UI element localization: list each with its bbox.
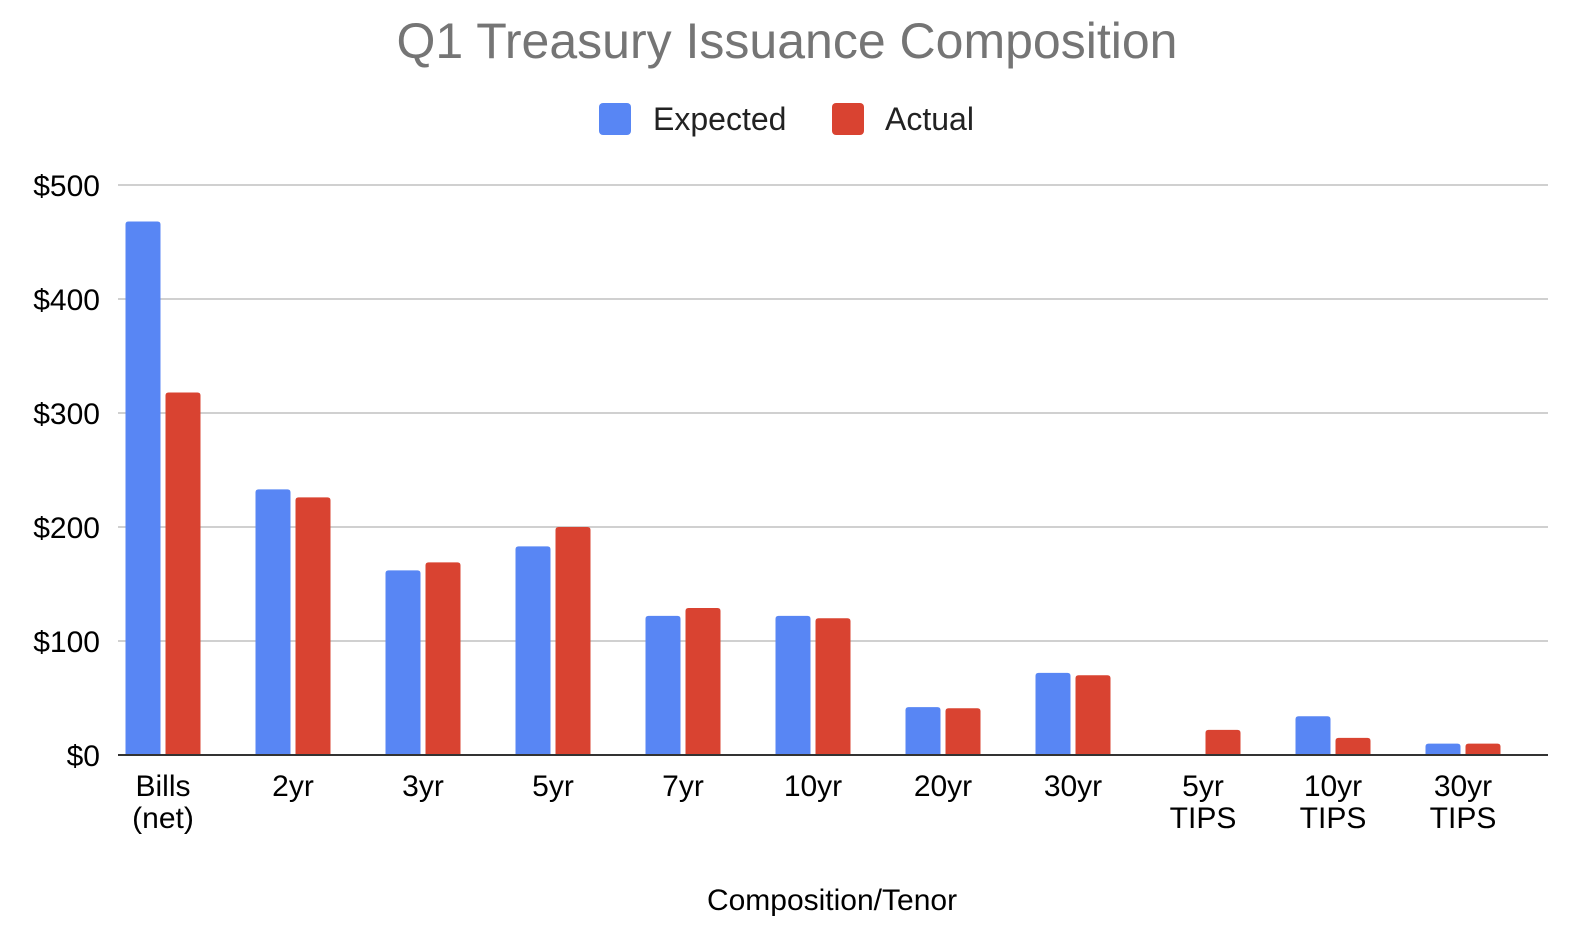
bar-expected	[1295, 716, 1331, 755]
x-tick-label: 5yr TIPS	[1170, 770, 1237, 835]
bar-actual	[685, 607, 721, 755]
y-tick-label: $100	[33, 626, 100, 659]
y-tick-label: $300	[33, 398, 100, 431]
bar-expected	[775, 615, 811, 755]
bar-actual	[1465, 743, 1501, 755]
bar-expected	[515, 546, 551, 755]
y-tick-label: $200	[33, 512, 100, 545]
y-tick-label: $0	[67, 740, 100, 773]
bar-actual	[295, 497, 331, 755]
bar-expected	[905, 707, 941, 755]
y-tick-label: $400	[33, 284, 100, 317]
bar-expected	[1425, 743, 1461, 755]
bars	[125, 221, 1501, 756]
bar-expected	[385, 570, 421, 755]
bar-expected	[645, 615, 681, 755]
bar-actual	[945, 708, 981, 755]
x-axis-ticks: Bills (net) 2yr 3yr 5yr 7yr 10yr 20yr 30yr 5yr TIP…	[132, 770, 1496, 835]
bar-actual	[165, 392, 201, 755]
bar-actual	[815, 618, 851, 755]
gridlines	[118, 184, 1548, 642]
bar-actual	[425, 562, 461, 755]
bar-expected	[1035, 672, 1071, 755]
x-axis-title: Composition/Tenor	[707, 884, 957, 917]
legend-label-expected: Expected	[653, 101, 786, 137]
x-tick-label: 5yr	[532, 770, 574, 803]
x-tick-label: 10yr TIPS	[1300, 770, 1367, 835]
x-tick-label: 30yr TIPS	[1430, 770, 1497, 835]
legend: Expected Actual	[599, 101, 974, 137]
x-tick-label: 2yr	[272, 770, 314, 803]
legend-swatch-expected	[599, 103, 631, 135]
y-tick-label: $500	[33, 170, 100, 203]
x-tick-label: Bills (net)	[132, 770, 194, 835]
x-tick-label: 20yr	[914, 770, 972, 803]
x-tick-label: 3yr	[402, 770, 444, 803]
x-tick-label: 10yr	[784, 770, 842, 803]
bar-actual	[1335, 737, 1371, 755]
chart-title: Q1 Treasury Issuance Composition	[397, 13, 1178, 69]
x-tick-label: 7yr	[662, 770, 704, 803]
bar-actual	[1205, 729, 1241, 755]
y-axis-ticks: $0 $100 $200 $300 $400 $500	[33, 170, 100, 773]
bar-actual	[555, 527, 591, 755]
bar-expected	[255, 489, 291, 755]
bar-actual	[1075, 675, 1111, 755]
bar-expected	[125, 221, 161, 756]
x-tick-label: 30yr	[1044, 770, 1102, 803]
legend-label-actual: Actual	[885, 101, 974, 137]
legend-swatch-actual	[832, 103, 864, 135]
